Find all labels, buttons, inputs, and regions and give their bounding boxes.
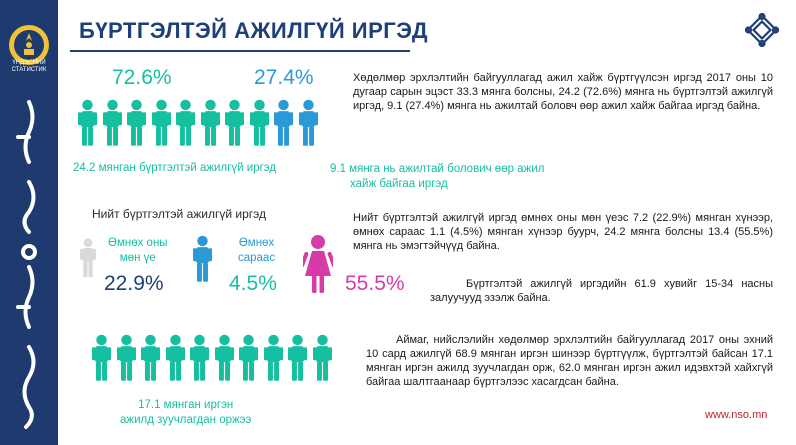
- logo-line-2: СТАТИСТИК: [11, 67, 47, 73]
- women-percent: 55.5%: [345, 272, 405, 295]
- person-icon: [274, 98, 293, 148]
- placed-caption: 17.1 мянган иргэн ажилд зуучлагдан оржээ: [120, 398, 251, 428]
- person-icon: [176, 98, 195, 148]
- sidebar: ҮНДЭСНИЙ СТАТИСТИК: [0, 0, 58, 445]
- same-period-label-line-1: Өмнөх оны: [108, 237, 168, 249]
- person-icon: [152, 98, 171, 148]
- placed-caption-line-1: 17.1 мянган иргэн: [138, 399, 234, 411]
- people-row-placed: [92, 333, 337, 383]
- prev-month-label-line-1: Өмнөх: [238, 237, 275, 249]
- prev-month-percent: 4.5%: [229, 272, 277, 295]
- national-emblem-icon: [9, 25, 49, 65]
- person-icon: [190, 333, 209, 383]
- person-icon: [141, 333, 160, 383]
- person-icon-blue: [193, 235, 212, 283]
- person-icon: [215, 333, 234, 383]
- endless-knot-icon: [745, 13, 779, 47]
- people-row-registered: [78, 98, 323, 148]
- website-link[interactable]: www.nso.mn: [705, 409, 768, 421]
- person-icon: [288, 333, 307, 383]
- title-underline: [70, 50, 410, 52]
- person-icon-grey: [80, 238, 96, 278]
- person-icon: [225, 98, 244, 148]
- section2-paragraph: Нийт бүртгэлтэй ажилгүй иргэд өмнөх оны …: [353, 212, 773, 252]
- placed-caption-line-2: ажилд зуучлагдан оржээ: [120, 414, 252, 426]
- person-icon: [78, 98, 97, 148]
- person-icon: [299, 98, 318, 148]
- youth-paragraph: Бүртгэлтэй ажилгүй иргэдийн 61.9 хувийг …: [430, 278, 773, 304]
- person-icon: [201, 98, 220, 148]
- mongolian-script-decoration: [16, 100, 37, 429]
- person-icon: [103, 98, 122, 148]
- person-icon: [239, 333, 258, 383]
- prev-month-label: Өмнөх сараас: [238, 236, 275, 266]
- section3-paragraph: Аймаг, нийслэлийн хөдөлмөр эрхлэлтийн ба…: [366, 334, 773, 388]
- same-period-label-line-2: мөн үе: [119, 252, 156, 264]
- employed-caption: 9.1 мянга нь ажилтай болович өөр ажил ха…: [330, 162, 544, 192]
- registered-unemployed-percent: 72.6%: [112, 66, 172, 89]
- woman-icon: [303, 234, 333, 294]
- prev-month-label-line-2: сараас: [238, 252, 276, 264]
- person-icon: [117, 333, 136, 383]
- same-period-percent: 22.9%: [104, 272, 164, 295]
- page-title: БҮРТГЭЛТЭЙ АЖИЛГҮЙ ИРГЭД: [79, 18, 428, 43]
- logo-line-1: ҮНДЭСНИЙ: [12, 60, 46, 66]
- section1-paragraph: Хөдөлмөр эрхлэлтийн байгууллагад ажил ха…: [353, 72, 773, 112]
- person-icon: [264, 333, 283, 383]
- registered-caption: 24.2 мянган бүртгэлтэй ажилгүй иргэд: [73, 162, 277, 174]
- person-icon: [127, 98, 146, 148]
- employed-seeking-percent: 27.4%: [254, 66, 314, 89]
- employed-caption-line-2: хайж байгаа иргэд: [350, 178, 448, 190]
- logo-caption: ҮНДЭСНИЙ СТАТИСТИК: [3, 60, 55, 74]
- person-icon: [166, 333, 185, 383]
- person-icon: [313, 333, 332, 383]
- total-registered-heading: Нийт бүртгэлтэй ажилгүй иргэд: [92, 207, 267, 221]
- person-icon: [92, 333, 111, 383]
- person-icon: [250, 98, 269, 148]
- employed-caption-line-1: 9.1 мянга нь ажилтай болович өөр ажил: [330, 163, 545, 175]
- same-period-label: Өмнөх оны мөн үе: [108, 236, 168, 266]
